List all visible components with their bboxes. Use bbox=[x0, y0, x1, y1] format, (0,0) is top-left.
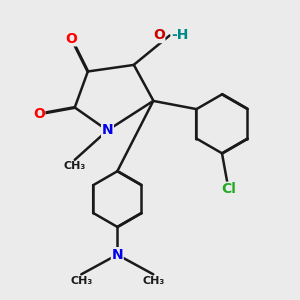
Text: O: O bbox=[65, 32, 77, 46]
Text: CH₃: CH₃ bbox=[64, 161, 86, 172]
Text: -H: -H bbox=[171, 28, 189, 43]
Text: N: N bbox=[112, 248, 123, 262]
Text: CH₃: CH₃ bbox=[142, 276, 164, 286]
Text: Cl: Cl bbox=[221, 182, 236, 196]
Text: O: O bbox=[33, 107, 45, 121]
Text: CH₃: CH₃ bbox=[70, 276, 92, 286]
Text: N: N bbox=[102, 123, 113, 137]
Text: O: O bbox=[153, 28, 165, 43]
